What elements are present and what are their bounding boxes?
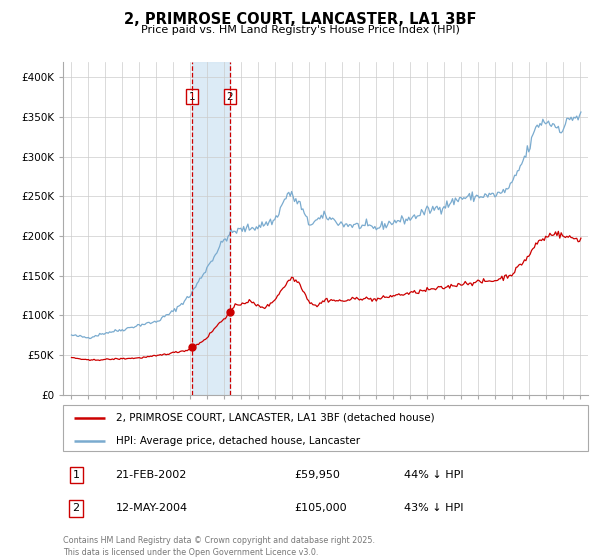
- Text: Contains HM Land Registry data © Crown copyright and database right 2025.
This d: Contains HM Land Registry data © Crown c…: [63, 536, 375, 557]
- Text: 21-FEB-2002: 21-FEB-2002: [115, 470, 187, 480]
- FancyBboxPatch shape: [63, 405, 588, 451]
- Text: 1: 1: [189, 92, 196, 101]
- Text: 44% ↓ HPI: 44% ↓ HPI: [404, 470, 464, 480]
- Text: 2: 2: [73, 503, 80, 514]
- Text: 1: 1: [73, 470, 80, 480]
- Text: £59,950: £59,950: [294, 470, 340, 480]
- Text: 2, PRIMROSE COURT, LANCASTER, LA1 3BF: 2, PRIMROSE COURT, LANCASTER, LA1 3BF: [124, 12, 476, 27]
- Text: 12-MAY-2004: 12-MAY-2004: [115, 503, 188, 514]
- Text: Price paid vs. HM Land Registry's House Price Index (HPI): Price paid vs. HM Land Registry's House …: [140, 25, 460, 35]
- Bar: [192, 62, 230, 395]
- Text: 2: 2: [227, 92, 233, 101]
- Text: HPI: Average price, detached house, Lancaster: HPI: Average price, detached house, Lanc…: [115, 436, 359, 446]
- Text: 43% ↓ HPI: 43% ↓ HPI: [404, 503, 464, 514]
- Text: 2, PRIMROSE COURT, LANCASTER, LA1 3BF (detached house): 2, PRIMROSE COURT, LANCASTER, LA1 3BF (d…: [115, 413, 434, 423]
- Text: £105,000: £105,000: [294, 503, 347, 514]
